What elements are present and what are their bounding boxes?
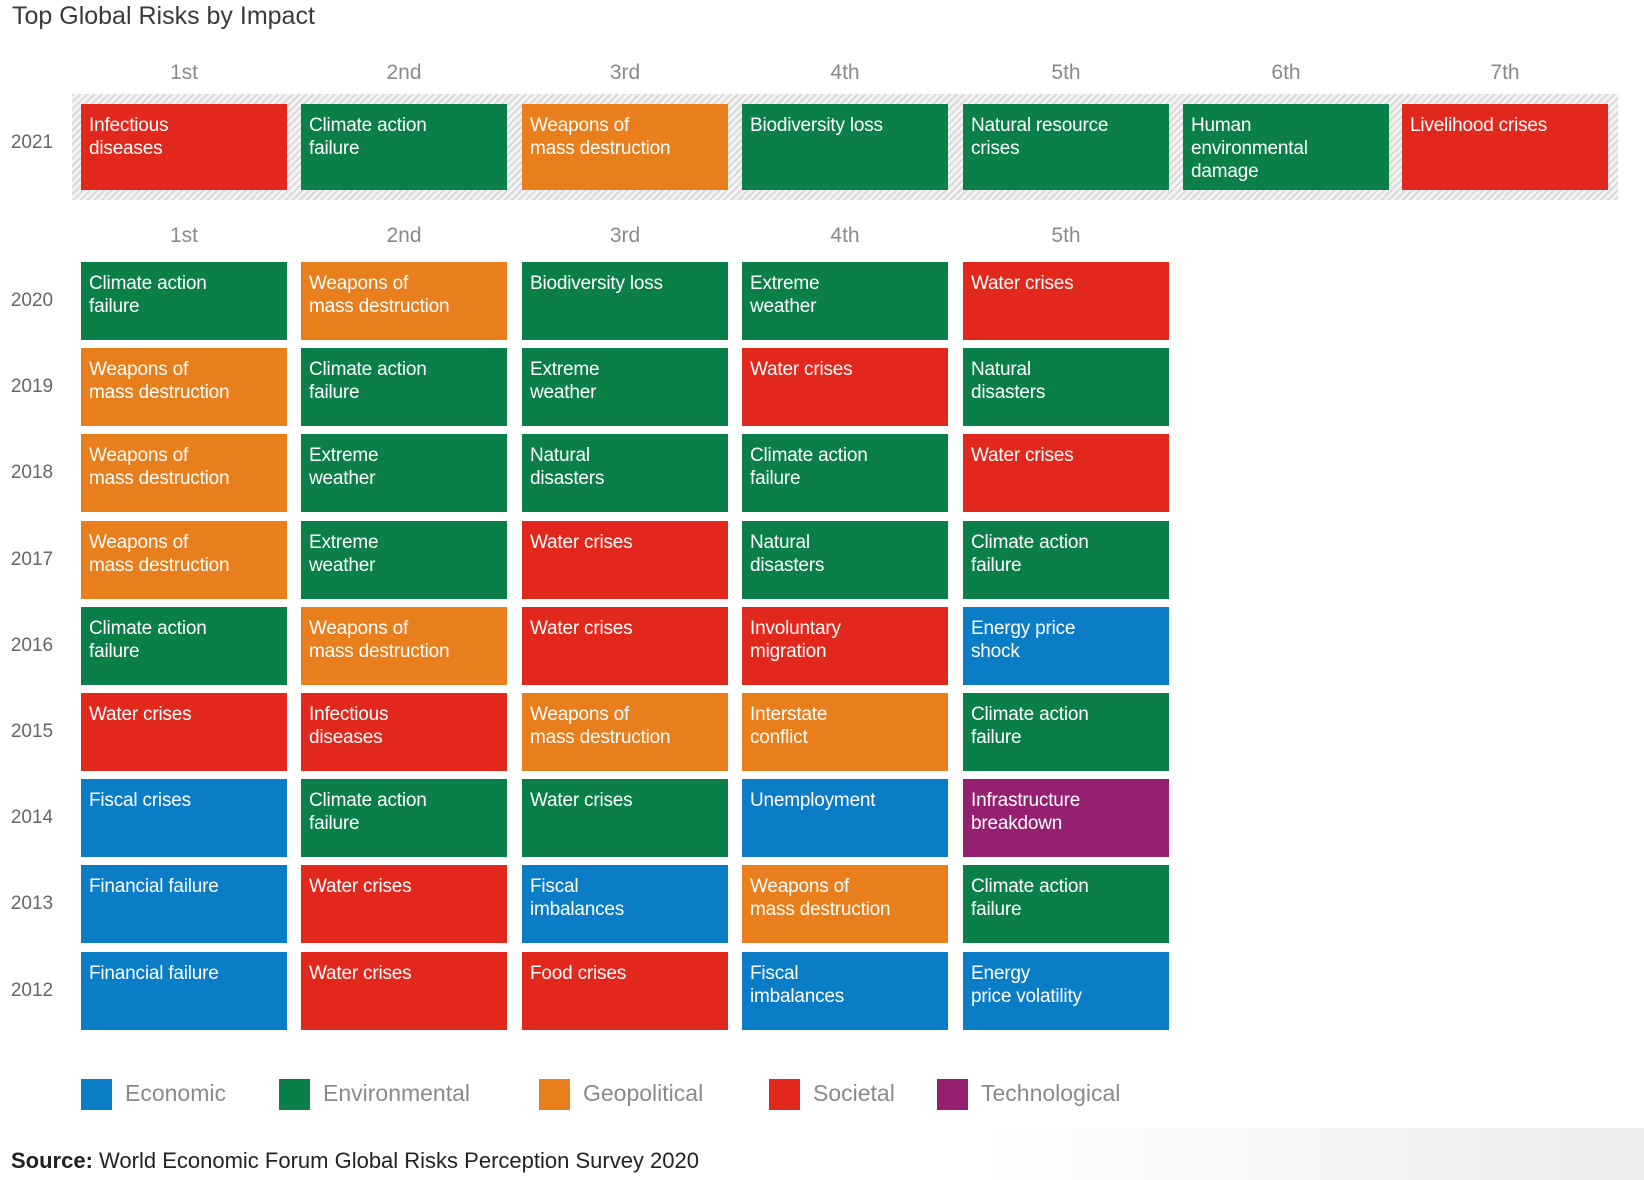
risk-cell-2012-2: Water crises	[301, 951, 507, 1030]
risk-cell-2020-5: Water crises	[963, 262, 1169, 340]
year-label-2021: 2021	[10, 132, 54, 153]
risk-cell-2020-2: Weapons of mass destruction	[301, 262, 507, 340]
risk-cell-2020-3: Biodiversity loss	[522, 262, 728, 340]
risk-cell-2021-2: Climate action failure	[301, 104, 507, 190]
risk-cell-2017-1: Weapons of mass destruction	[81, 520, 287, 599]
legend-label-societal: Societal	[813, 1080, 895, 1106]
risk-cell-2015-1: Water crises	[81, 693, 287, 771]
risk-cell-2020-1: Climate action failure	[81, 262, 287, 340]
risk-cell-2013-4: Weapons of mass destruction	[742, 865, 948, 944]
rank-header-2021-1: 1st	[169, 61, 198, 84]
risk-cell-2021-1: Infectious diseases	[81, 104, 287, 190]
rank-header-2: 2nd	[386, 224, 422, 247]
chart-title: Top Global Risks by Impact	[12, 2, 315, 30]
year-label-2019: 2019	[10, 376, 54, 398]
rank-header-4: 4th	[830, 224, 860, 247]
source-prefix: Source:	[11, 1148, 93, 1173]
source-note: Source: World Economic Forum Global Risk…	[11, 1148, 699, 1174]
year-label-2014: 2014	[10, 807, 54, 829]
year-label-2018: 2018	[10, 462, 54, 484]
rank-header-1: 1st	[169, 224, 198, 247]
risk-cell-2018-1: Weapons of mass destruction	[81, 434, 287, 513]
rank-header-2021-2: 2nd	[386, 61, 422, 84]
risk-cell-2012-1: Financial failure	[81, 951, 287, 1030]
risk-cell-2015-4: Interstate conflict	[742, 693, 948, 771]
rank-header-2021-4: 4th	[830, 61, 860, 84]
risk-cell-2016-4: Involuntary migration	[742, 606, 948, 685]
year-label-2017: 2017	[10, 548, 54, 570]
legend-swatch-geopolitical	[539, 1079, 570, 1110]
risk-cell-2019-4: Water crises	[742, 348, 948, 427]
risk-cell-2021-3: Weapons of mass destruction	[522, 104, 728, 190]
risk-cell-2014-1: Fiscal crises	[81, 779, 287, 858]
legend-swatch-environmental	[279, 1079, 310, 1110]
risk-cell-2021-4: Biodiversity loss	[742, 104, 948, 190]
risk-cell-2014-3: Water crises	[522, 779, 728, 858]
risk-cell-2013-1: Financial failure	[81, 865, 287, 944]
risk-cell-2019-1: Weapons of mass destruction	[81, 348, 287, 427]
risk-cell-2018-4: Climate action failure	[742, 434, 948, 513]
risk-cell-2015-3: Weapons of mass destruction	[522, 693, 728, 771]
risk-cell-2018-2: Extreme weather	[301, 434, 507, 513]
risk-cell-2015-2: Infectious diseases	[301, 693, 507, 771]
risk-cell-2012-5: Energy price volatility	[963, 951, 1169, 1030]
risk-cell-2013-5: Climate action failure	[963, 865, 1169, 944]
legend-label-economic: Economic	[125, 1080, 226, 1106]
risk-cell-2014-5: Infrastructure breakdown	[963, 779, 1169, 858]
risk-cell-2018-5: Water crises	[963, 434, 1169, 513]
footer-bar	[0, 1128, 1644, 1180]
legend-swatch-economic	[81, 1079, 112, 1110]
risk-cell-2013-3: Fiscal imbalances	[522, 865, 728, 944]
risk-cell-2014-4: Unemployment	[742, 779, 948, 858]
rank-header-2021-7: 7th	[1490, 61, 1520, 84]
risk-cell-2012-4: Fiscal imbalances	[742, 951, 948, 1030]
legend-label-environmental: Environmental	[323, 1080, 471, 1106]
risk-cell-2015-5: Climate action failure	[963, 693, 1169, 771]
legend-swatch-societal	[769, 1079, 800, 1110]
risk-cell-2017-5: Climate action failure	[963, 520, 1169, 599]
risk-cell-2017-3: Water crises	[522, 520, 728, 599]
rank-header-5: 5th	[1051, 224, 1081, 247]
legend-label-geopolitical: Geopolitical	[583, 1080, 704, 1106]
rank-header-2021-3: 3rd	[609, 61, 641, 84]
risk-cell-2021-6: Human environmental damage	[1183, 104, 1389, 190]
legend-swatch-technological	[937, 1079, 968, 1110]
source-text: World Economic Forum Global Risks Percep…	[92, 1148, 699, 1173]
risk-cell-2012-3: Food crises	[522, 951, 728, 1030]
year-label-2016: 2016	[10, 634, 54, 656]
legend-label-technological: Technological	[981, 1080, 1121, 1106]
rank-header-2021-5: 5th	[1051, 61, 1081, 84]
risk-cell-2019-2: Climate action failure	[301, 348, 507, 427]
risk-cell-2016-5: Energy price shock	[963, 606, 1169, 685]
risk-cell-2016-2: Weapons of mass destruction	[301, 606, 507, 685]
risk-cell-2014-2: Climate action failure	[301, 779, 507, 858]
risk-cell-2017-4: Natural disasters	[742, 520, 948, 599]
year-label-2012: 2012	[10, 979, 54, 1001]
risk-cell-2013-2: Water crises	[301, 865, 507, 944]
risk-cell-2019-3: Extreme weather	[522, 348, 728, 427]
rank-header-3: 3rd	[609, 224, 641, 247]
year-label-2015: 2015	[10, 721, 54, 742]
risk-cell-2020-4: Extreme weather	[742, 262, 948, 340]
risk-cell-2016-3: Water crises	[522, 606, 728, 685]
year-label-2013: 2013	[10, 893, 54, 915]
risk-cell-2021-7: Livelihood crises	[1402, 104, 1608, 190]
year-label-2020: 2020	[10, 290, 54, 311]
risk-cell-2016-1: Climate action failure	[81, 606, 287, 685]
risk-cell-2019-5: Natural disasters	[963, 348, 1169, 427]
risk-cell-2018-3: Natural disasters	[522, 434, 728, 513]
risk-cell-2021-5: Natural resource crises	[963, 104, 1169, 190]
risk-cell-2017-2: Extreme weather	[301, 520, 507, 599]
rank-header-2021-6: 6th	[1271, 61, 1301, 84]
